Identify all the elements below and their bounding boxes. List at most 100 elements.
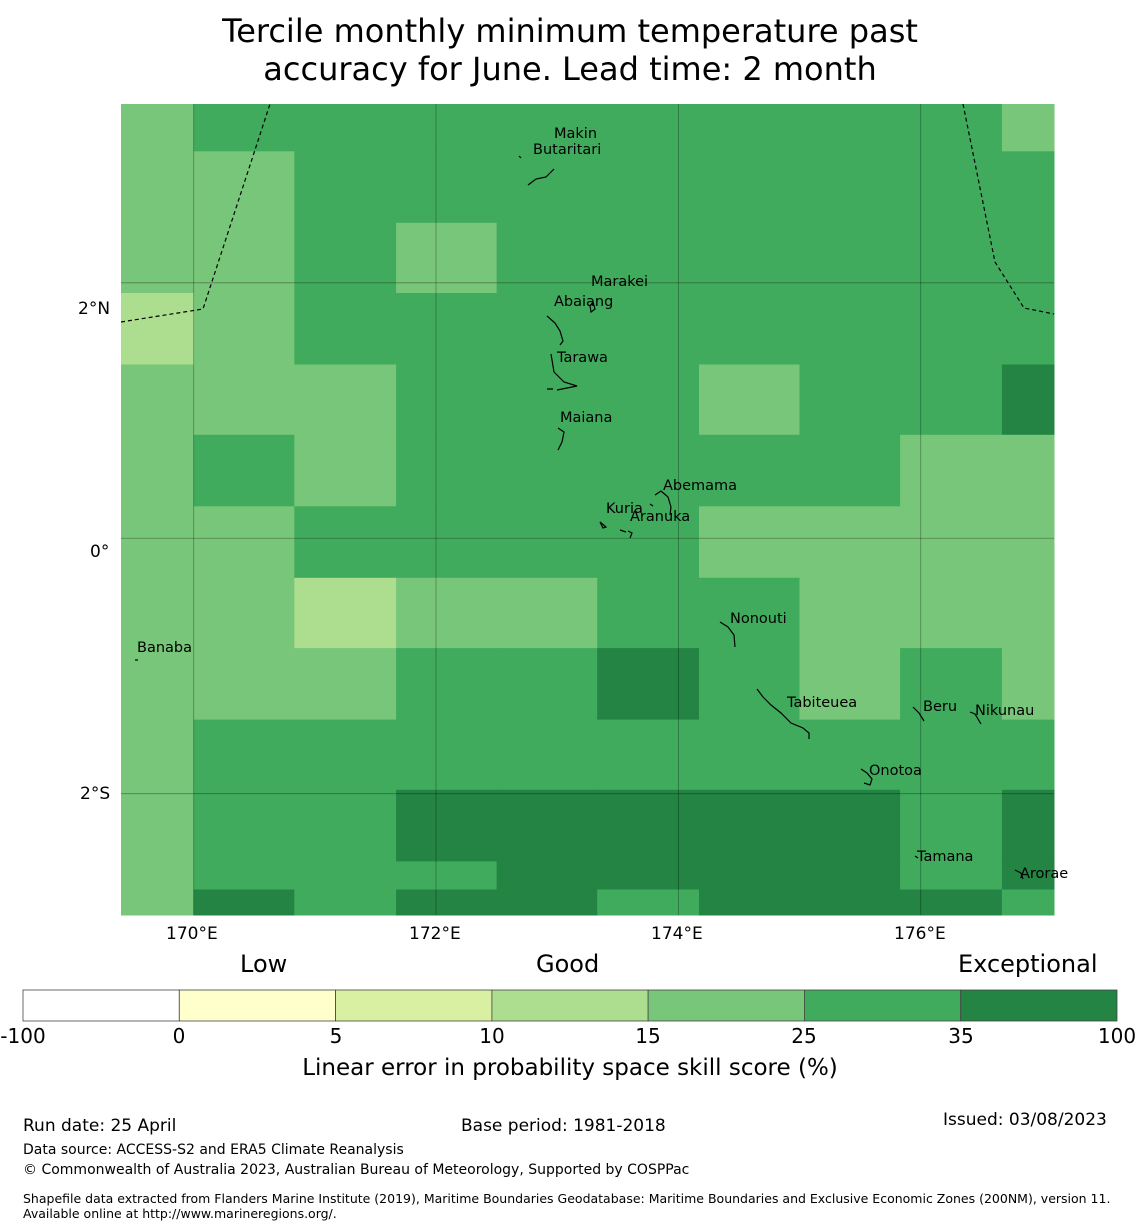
skill-cell <box>294 719 397 791</box>
skill-cell <box>496 889 598 916</box>
skill-cell <box>597 364 700 436</box>
skill-cell <box>597 719 700 791</box>
skill-cell <box>1001 789 1055 862</box>
skill-cell <box>193 434 295 507</box>
island-shape-abaiang <box>546 315 564 346</box>
skill-cell <box>699 577 801 649</box>
lon-label-172e: 172°E <box>409 924 461 944</box>
skill-cell <box>193 789 295 862</box>
skill-cell <box>121 648 195 721</box>
skill-cell <box>699 719 801 791</box>
island-shape-arorae <box>1014 869 1024 880</box>
skill-cell <box>193 506 295 579</box>
skill-cell <box>396 434 498 507</box>
skill-cell <box>799 434 901 507</box>
island-label-makin: Makin <box>554 126 598 142</box>
colorbar-tick-label: 15 <box>635 1024 661 1048</box>
skill-cell <box>121 434 195 507</box>
skill-cell <box>900 861 1003 890</box>
skill-cell <box>597 889 700 916</box>
skill-cell <box>193 889 295 916</box>
skill-cell <box>496 151 598 224</box>
skill-cell <box>121 151 195 224</box>
colorbar-swatch <box>178 989 337 1022</box>
skill-cell <box>799 104 901 152</box>
skill-grid <box>121 104 1055 916</box>
skill-cell <box>121 577 195 649</box>
colorbar-swatch <box>335 989 493 1022</box>
colorbar-swatch <box>491 989 649 1022</box>
eez-boundary-west <box>120 103 271 323</box>
lon-label-176e: 176°E <box>894 924 946 944</box>
island-shape-marakei <box>589 300 596 314</box>
skill-cell <box>121 364 195 436</box>
colorbar-swatch <box>22 989 180 1022</box>
skill-cell <box>699 222 801 294</box>
skill-cell <box>597 434 700 507</box>
skill-cell <box>799 648 901 721</box>
island-label-maiana: Maiana <box>560 410 613 426</box>
run-date: Run date: 25 April <box>23 1116 177 1136</box>
island-label-tarawa: Tarawa <box>557 350 608 366</box>
eez-boundaries <box>120 103 1055 323</box>
skill-cell <box>294 151 397 224</box>
skill-cell <box>699 789 801 862</box>
skill-cell <box>193 648 295 721</box>
skill-cell <box>597 222 700 294</box>
skill-cell <box>900 789 1003 862</box>
skill-cell <box>396 648 498 721</box>
map-title-line-1: Tercile monthly minimum temperature past <box>222 12 918 50</box>
skill-cell <box>597 861 700 890</box>
skill-cell <box>900 434 1003 507</box>
skill-cell <box>193 222 295 294</box>
skill-cell <box>396 364 498 436</box>
skill-cell <box>699 151 801 224</box>
skill-cell <box>294 889 397 916</box>
colorbar-tick-label: 0 <box>172 1024 186 1048</box>
skill-cell <box>496 789 598 862</box>
skill-cell <box>1001 861 1055 890</box>
skill-cell <box>699 434 801 507</box>
skill-cell <box>1001 648 1055 721</box>
skill-cell <box>1001 104 1055 152</box>
skill-cell <box>294 434 397 507</box>
skill-cell <box>597 293 700 365</box>
skill-cell <box>699 889 801 916</box>
island-shape-aranuka <box>619 529 633 539</box>
skill-cell <box>799 861 901 890</box>
island-label-marakei: Marakei <box>591 274 649 290</box>
skill-cell <box>496 861 598 890</box>
skill-cell <box>900 719 1003 791</box>
skill-cell <box>597 506 700 579</box>
skill-cell <box>597 577 700 649</box>
island-shape-kuria <box>599 521 608 529</box>
skill-cell <box>193 151 295 224</box>
skill-cell <box>193 104 295 152</box>
copyright: © Commonwealth of Australia 2023, Austra… <box>23 1162 690 1178</box>
skill-cell <box>900 151 1003 224</box>
skill-cell <box>294 104 397 152</box>
island-shape-nonouti <box>719 621 736 648</box>
island-label-butaritari: Butaritari <box>533 142 602 158</box>
skill-cell <box>799 222 901 294</box>
skill-cell <box>1001 577 1055 649</box>
skill-cell <box>121 861 195 890</box>
skill-cell <box>900 364 1003 436</box>
lat-label-2s: 2°S <box>80 784 111 804</box>
skill-cell <box>396 719 498 791</box>
skill-cell <box>294 506 397 579</box>
skill-cell <box>294 222 397 294</box>
skill-cell <box>121 889 195 916</box>
skill-cell <box>193 293 295 365</box>
island-shape-tarawa <box>547 353 578 391</box>
skill-cell <box>699 648 801 721</box>
skill-cell <box>597 648 700 721</box>
colorbar-tick-label: 35 <box>948 1024 974 1048</box>
island-label-tamana: Tamana <box>917 849 974 865</box>
skill-cell <box>597 789 700 862</box>
skill-cell <box>496 222 598 294</box>
skill-cell <box>799 506 901 579</box>
skill-cell <box>799 789 901 862</box>
island-label-abaiang: Abaiang <box>554 294 614 310</box>
